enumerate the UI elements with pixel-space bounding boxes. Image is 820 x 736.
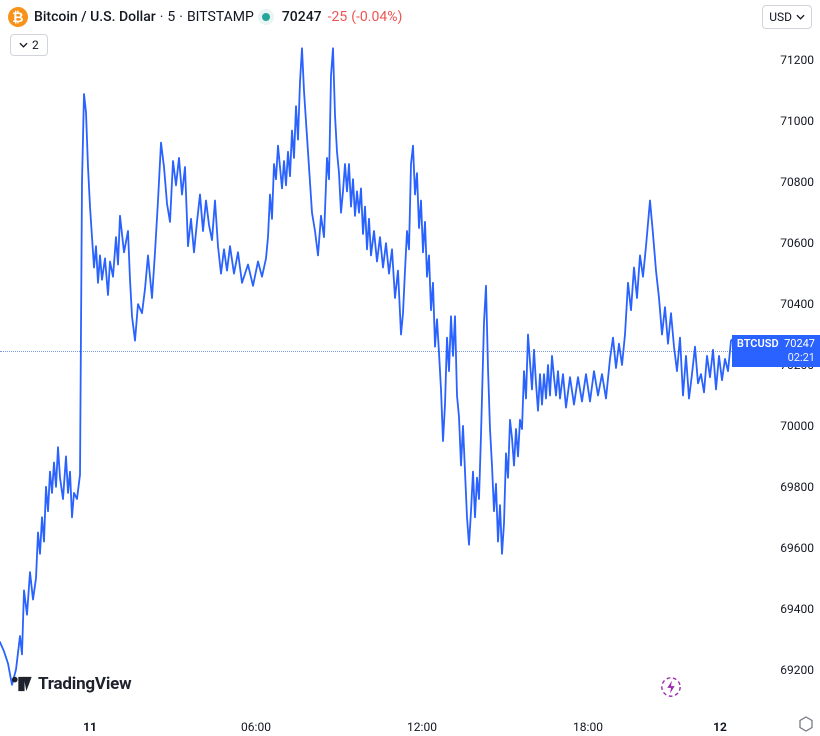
- x-tick-label: 12:00: [407, 720, 437, 734]
- x-tick-label: 18:00: [573, 720, 603, 734]
- y-tick-label: 69400: [780, 602, 814, 616]
- flash-icon[interactable]: [660, 676, 682, 698]
- price-delta: -25: [328, 9, 348, 25]
- tradingview-logo-icon: [10, 676, 32, 692]
- watermark-text: TradingView: [38, 674, 131, 694]
- axis-settings-icon[interactable]: [798, 716, 814, 732]
- currency-select[interactable]: USD: [762, 5, 812, 29]
- badge-price: 70247: [784, 337, 815, 350]
- market-status-dot: [262, 13, 270, 21]
- y-tick-label: 70600: [780, 236, 814, 250]
- y-tick-label: 70000: [780, 419, 814, 433]
- x-axis[interactable]: 11 06:00 12:00 18:00 12: [0, 716, 762, 736]
- x-tick-label: 06:00: [241, 720, 271, 734]
- y-tick-label: 69800: [780, 480, 814, 494]
- last-price: 70247: [282, 9, 322, 25]
- y-tick-label: 69600: [780, 541, 814, 555]
- currency-label: USD: [769, 10, 792, 24]
- tradingview-watermark: TradingView: [10, 674, 131, 694]
- x-tick-label: 12: [713, 720, 727, 734]
- exchange-label: BITSTAMP: [187, 9, 254, 25]
- separator-dot: ·: [179, 9, 183, 25]
- badge-countdown: 02:21: [737, 351, 815, 365]
- chart-header: ₿ Bitcoin / U.S. Dollar · 5 · BITSTAMP 7…: [8, 6, 812, 28]
- price-line-chart: [0, 30, 762, 700]
- price-badge: BTCUSD 70247 02:21: [732, 335, 820, 367]
- y-tick-label: 69200: [780, 663, 814, 677]
- y-tick-label: 71200: [780, 53, 814, 67]
- interval-label: 5: [167, 9, 175, 25]
- y-tick-label: 70800: [780, 175, 814, 189]
- price-delta-pct: (-0.04%): [351, 9, 402, 25]
- chevron-down-icon: [796, 14, 805, 20]
- x-tick-label: 11: [83, 720, 97, 734]
- separator-dot: ·: [160, 9, 164, 25]
- y-tick-label: 71000: [780, 114, 814, 128]
- y-tick-label: 70400: [780, 297, 814, 311]
- chart-plot-area[interactable]: [0, 30, 762, 700]
- bitcoin-icon: ₿: [6, 5, 30, 29]
- chart-container: { "header": { "coin_glyph": "₿", "pair_t…: [0, 0, 820, 736]
- badge-symbol: BTCUSD: [737, 337, 779, 350]
- pair-title: Bitcoin / U.S. Dollar: [34, 9, 156, 25]
